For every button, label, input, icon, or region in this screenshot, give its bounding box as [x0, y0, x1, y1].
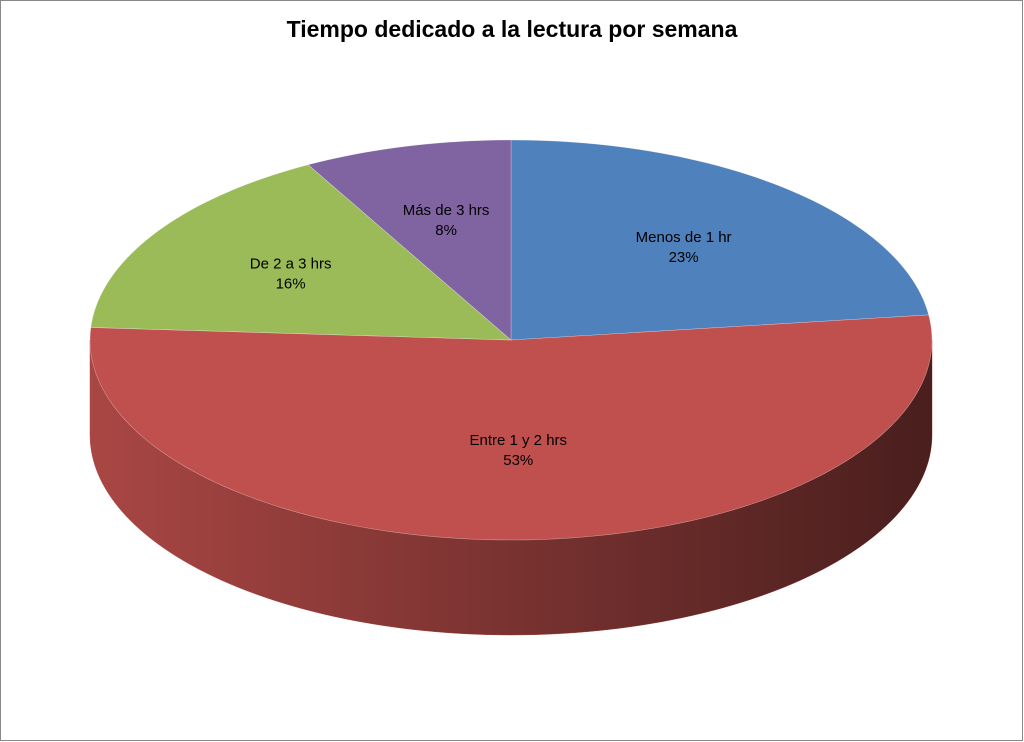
slice [90, 164, 512, 341]
data-label-value: 8% [435, 222, 457, 239]
slice-side-shade [90, 340, 932, 635]
data-label-category: Menos de 1 hr [636, 229, 732, 246]
data-label-value: 23% [669, 249, 699, 266]
data-label-category: Entre 1 y 2 hrs [469, 432, 567, 449]
data-label: Entre 1 y 2 hrs 53% [469, 432, 567, 469]
data-label-value: 16% [276, 276, 306, 293]
data-label: Más de 3 hrs 8% [403, 202, 490, 239]
slice [307, 139, 512, 341]
data-label-value: 53% [503, 452, 533, 469]
data-label-category: Más de 3 hrs [403, 202, 490, 219]
data-labels: Menos de 1 hr 23% Entre 1 y 2 hrs 53% De 2 a… [250, 202, 732, 469]
slice [89, 314, 933, 541]
data-label: De 2 a 3 hrs 16% [250, 256, 332, 293]
pie-sides [89, 339, 933, 636]
slice [510, 139, 930, 341]
data-label: Menos de 1 hr 23% [636, 229, 732, 266]
data-label-category: De 2 a 3 hrs [250, 256, 332, 273]
pie-tops [89, 139, 933, 541]
chart-title: Tiempo dedicado a la lectura por semana [287, 16, 738, 42]
